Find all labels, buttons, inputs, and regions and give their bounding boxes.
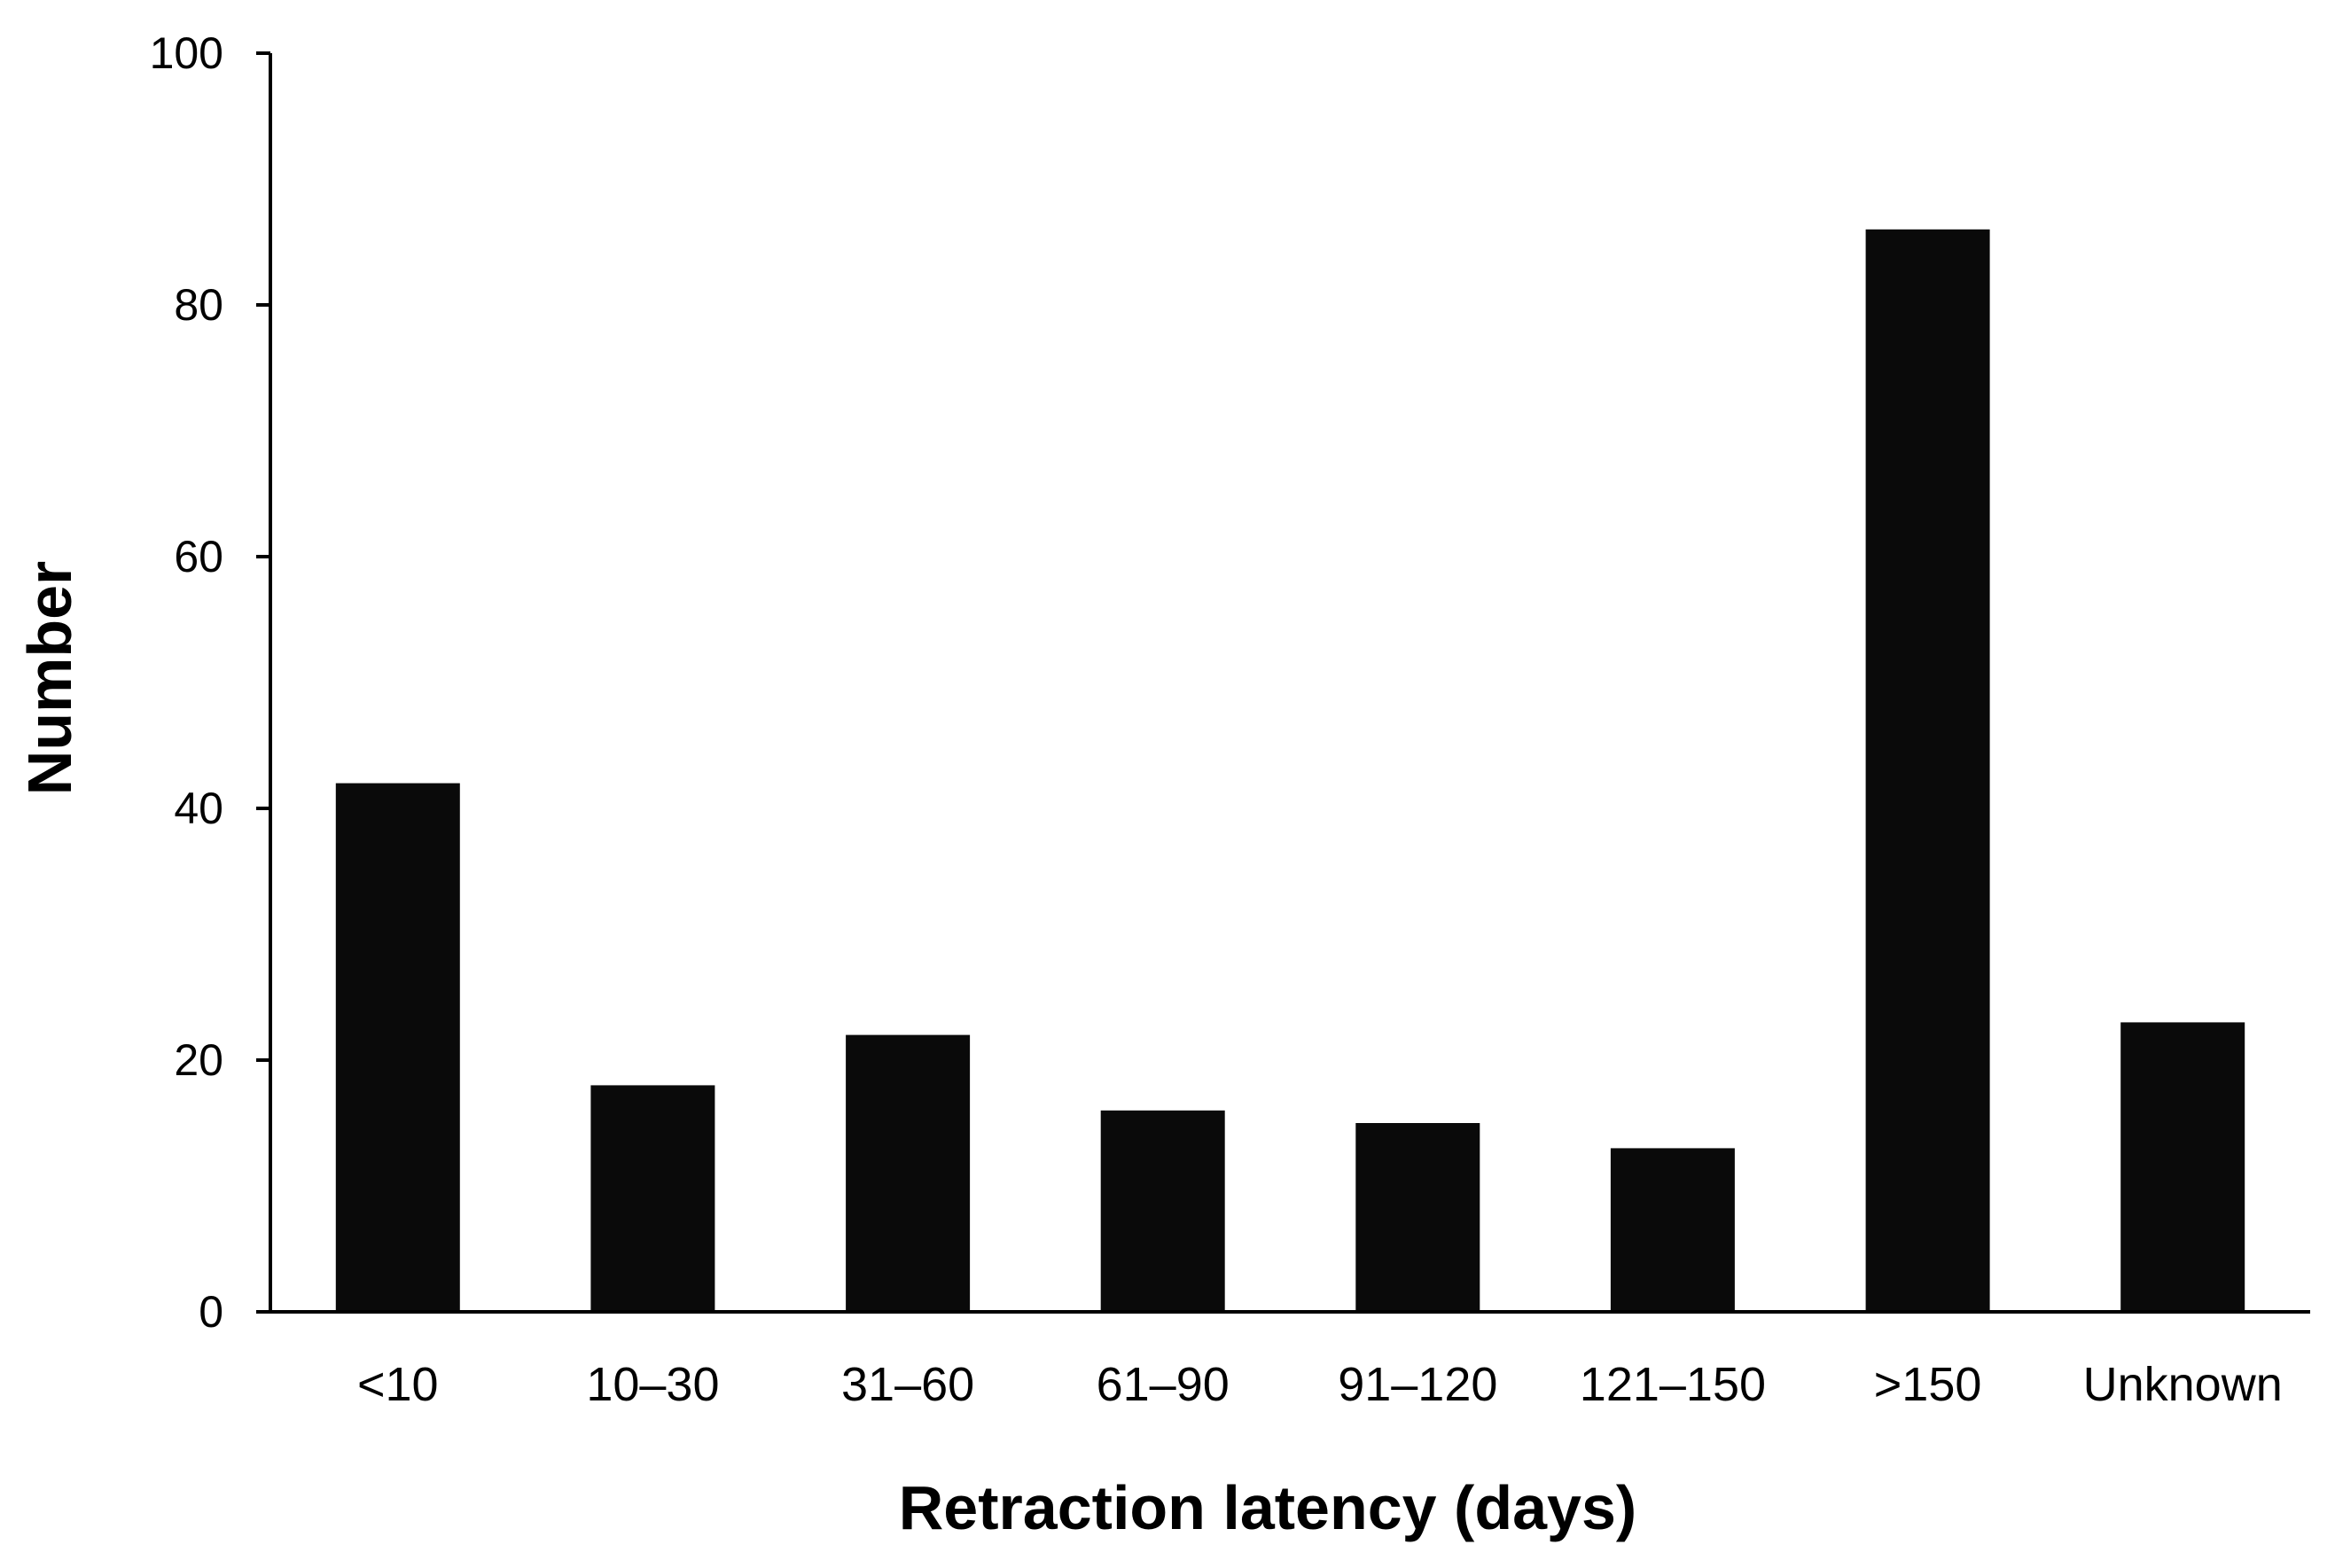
bars-group bbox=[335, 229, 2245, 1312]
x-labels-group: <10 10–30 31–60 61–90 91–120 121–150 >150 Unkno… bbox=[357, 1358, 2283, 1411]
y-tick-label-5: 100 bbox=[150, 28, 223, 78]
bar-0 bbox=[335, 783, 460, 1312]
x-axis-title: Retraction latency (days) bbox=[899, 1473, 1636, 1542]
bar-2 bbox=[846, 1034, 971, 1312]
x-category-label-3: 61–90 bbox=[1097, 1358, 1230, 1411]
x-category-label-5: 121–150 bbox=[1580, 1358, 1766, 1411]
bar-4 bbox=[1355, 1123, 1480, 1312]
x-category-label-0: <10 bbox=[357, 1358, 439, 1411]
x-category-label-6: >150 bbox=[1874, 1358, 1982, 1411]
x-category-label-4: 91–120 bbox=[1338, 1358, 1497, 1411]
bar-3 bbox=[1100, 1110, 1225, 1312]
bar-7 bbox=[2120, 1022, 2245, 1312]
axes-group bbox=[269, 53, 2310, 1314]
y-tick-label-3: 60 bbox=[174, 532, 223, 581]
y-tick-label-1: 20 bbox=[174, 1035, 223, 1085]
bar-1 bbox=[590, 1085, 715, 1312]
bar-6 bbox=[1865, 229, 1990, 1312]
y-tick-label-2: 40 bbox=[174, 784, 223, 833]
y-axis-title: Number bbox=[15, 561, 84, 795]
bar-5 bbox=[1610, 1148, 1735, 1312]
y-tick-label-0: 0 bbox=[199, 1287, 223, 1337]
x-category-label-7: Unknown bbox=[2083, 1358, 2283, 1411]
x-category-label-2: 31–60 bbox=[841, 1358, 974, 1411]
y-tick-label-4: 80 bbox=[174, 280, 223, 330]
y-ticks-group: 0 20 40 60 80 100 bbox=[150, 28, 270, 1337]
x-category-label-1: 10–30 bbox=[586, 1358, 719, 1411]
